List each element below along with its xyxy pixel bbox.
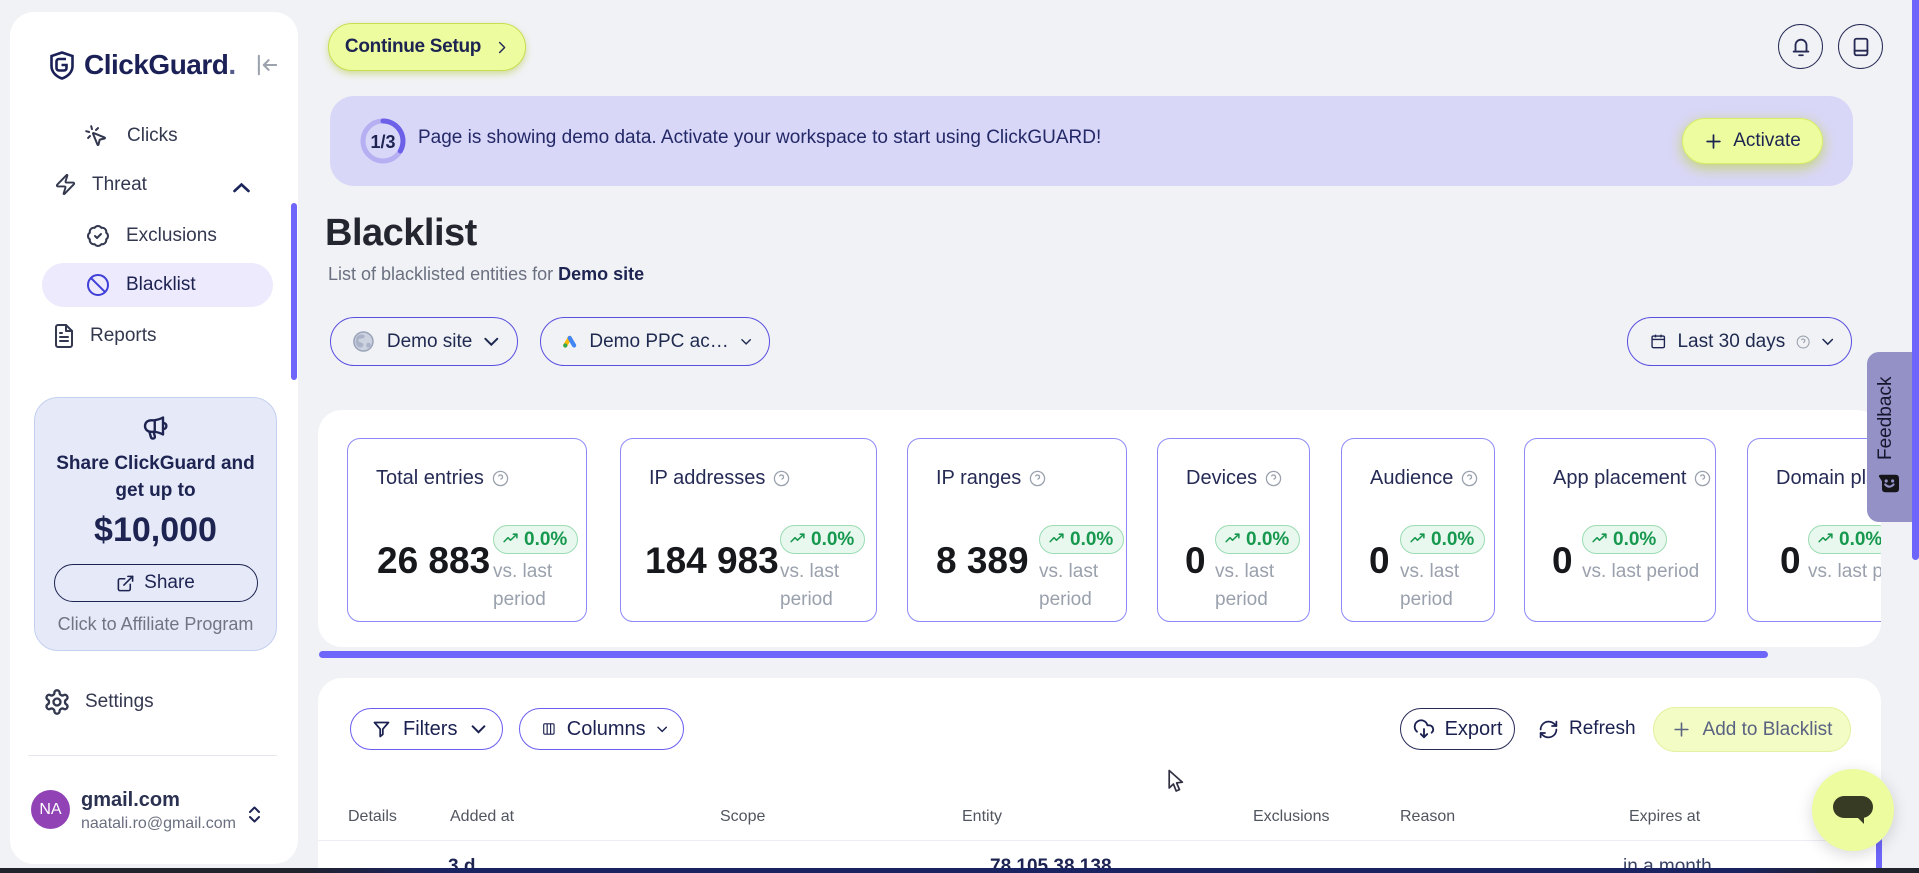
svg-text:1/3: 1/3 <box>370 132 395 152</box>
